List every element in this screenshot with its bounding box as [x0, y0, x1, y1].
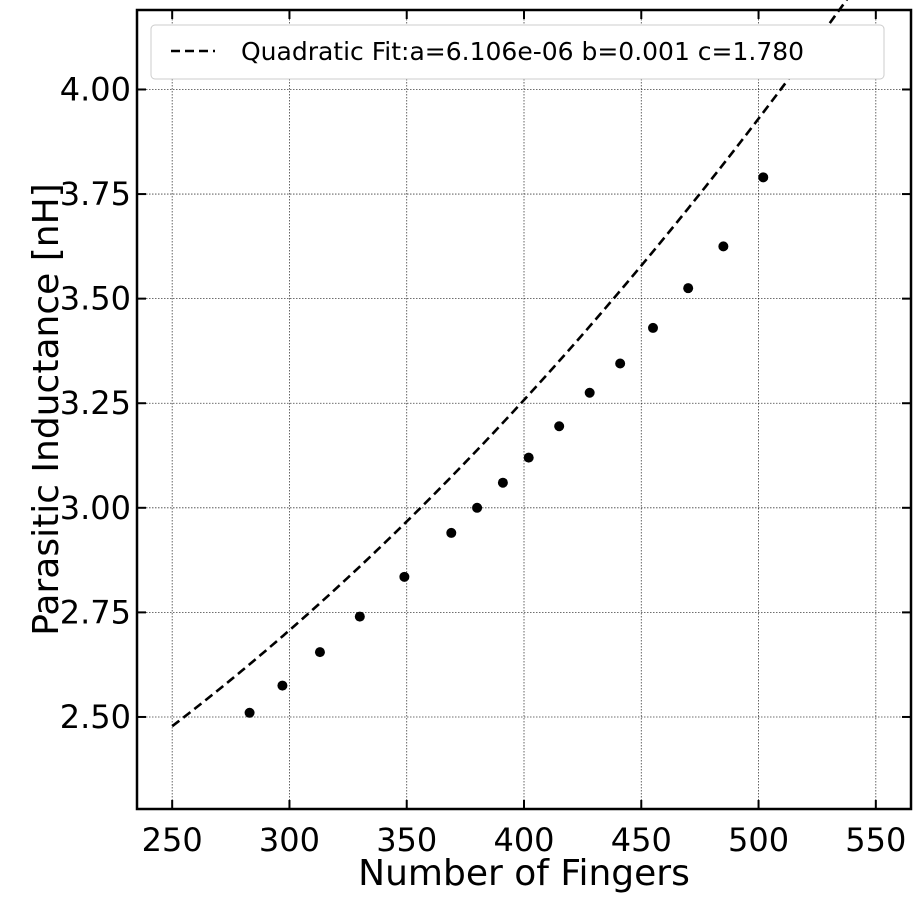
x-tick-label: 400	[493, 821, 554, 859]
y-tick-label: 3.50	[60, 280, 131, 318]
fit-curve	[171, 0, 849, 728]
x-tick-label: 300	[259, 821, 320, 859]
fit-layer	[171, 0, 849, 728]
data-point	[354, 611, 365, 622]
x-tick-labels: 250 300 350 400 450 500 550	[142, 821, 907, 859]
y-axis-label: Parasitic Inductance [nH]	[26, 183, 67, 635]
data-point	[446, 527, 457, 538]
y-tick-label: 2.75	[60, 593, 131, 631]
data-point	[472, 502, 483, 513]
legend-box	[150, 24, 885, 80]
y-tick-label: 3.75	[60, 175, 131, 213]
x-tick-label: 350	[376, 821, 437, 859]
data-point	[399, 571, 410, 582]
x-axis-label: Number of Fingers	[358, 853, 690, 894]
data-point	[683, 283, 694, 294]
data-point	[497, 477, 508, 488]
data-point	[758, 172, 769, 183]
x-tick-label: 450	[611, 821, 672, 859]
ticks	[137, 10, 911, 809]
legend: Quadratic Fit:a=6.106e-06 b=0.001 c=1.78…	[150, 24, 885, 80]
x-tick-label: 500	[728, 821, 789, 859]
y-tick-label: 2.50	[60, 698, 131, 736]
x-tick-label: 250	[142, 821, 203, 859]
data-point	[314, 647, 325, 658]
x-tick-label: 550	[845, 821, 906, 859]
grid	[137, 10, 911, 809]
data-point	[277, 680, 288, 691]
data-point	[523, 452, 534, 463]
legend-fit-label: Quadratic Fit:a=6.106e-06 b=0.001 c=1.78…	[241, 37, 804, 66]
y-tick-labels: 2.50 2.75 3.00 3.25 3.50 3.75 4.00	[60, 70, 131, 735]
data-point	[244, 707, 255, 718]
data-point	[718, 241, 729, 252]
y-tick-label: 3.00	[60, 489, 131, 527]
data-point	[615, 358, 626, 369]
data-point	[584, 387, 595, 398]
y-tick-label: 4.00	[60, 70, 131, 108]
data-point	[648, 322, 658, 333]
data-points	[244, 172, 769, 718]
data-point	[554, 421, 565, 432]
y-tick-label: 3.25	[60, 384, 131, 422]
